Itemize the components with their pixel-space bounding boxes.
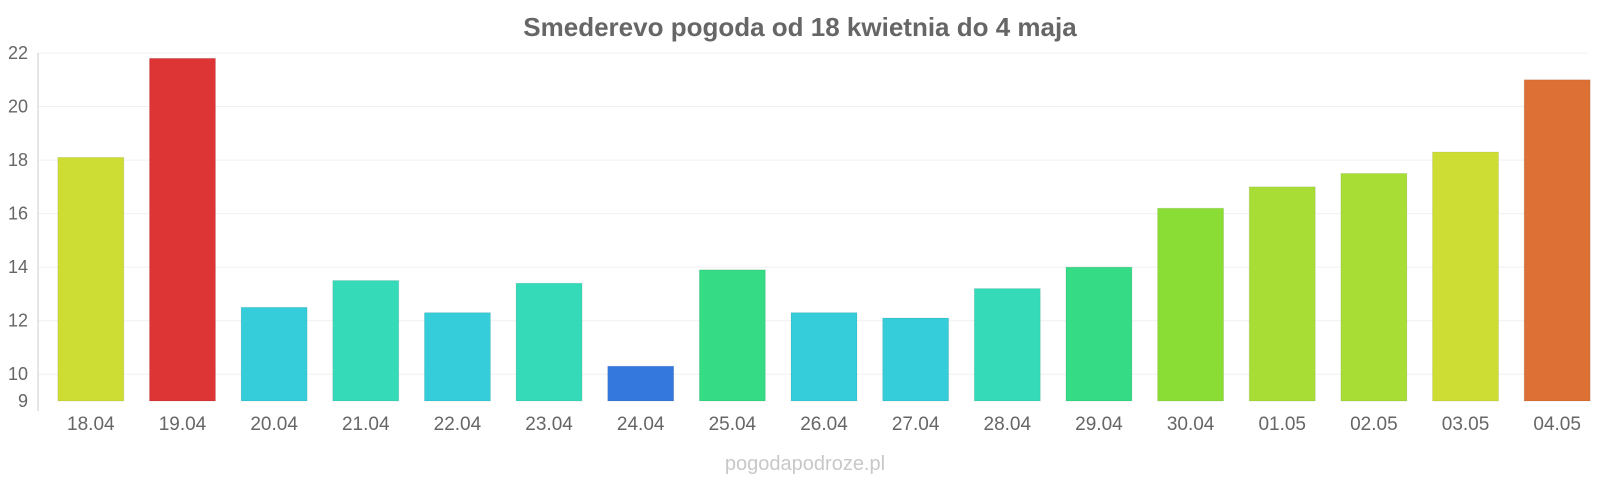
- x-axis: 18.04 19.04 20.04 21.04 22.04 23.04 24.04 25.04…: [67, 414, 1581, 435]
- bar-27.04: [882, 317, 950, 402]
- bar-21.04: [332, 280, 400, 402]
- bar-25.04: [698, 269, 766, 402]
- y-tick-label: 14: [8, 257, 28, 277]
- y-tick-label: 9: [18, 391, 28, 411]
- x-tick-label: 19.04: [159, 414, 207, 435]
- x-tick-label: 27.04: [892, 414, 940, 435]
- bar-19.04: [148, 57, 216, 402]
- bar-29.04: [1065, 266, 1133, 402]
- x-tick-label: 03.05: [1442, 414, 1490, 435]
- x-tick-label: 29.04: [1075, 414, 1123, 435]
- x-tick-label: 22.04: [434, 414, 482, 435]
- x-tick-label: 23.04: [525, 414, 573, 435]
- bar-26.04: [790, 312, 858, 402]
- x-tick-label: 20.04: [250, 414, 298, 435]
- x-tick-label: 24.04: [617, 414, 665, 435]
- bars: [57, 57, 1591, 402]
- x-tick-label: 26.04: [800, 414, 848, 435]
- x-tick-label: 21.04: [342, 414, 390, 435]
- y-axis: 9 10 12 14 16 18 20 22: [8, 43, 39, 411]
- y-tick-label: 10: [8, 364, 28, 384]
- bar-20.04: [240, 306, 308, 402]
- bar-03.05: [1432, 151, 1500, 402]
- x-tick-label: 04.05: [1533, 414, 1581, 435]
- x-tick-label: 28.04: [984, 414, 1032, 435]
- y-tick-label: 16: [8, 204, 28, 224]
- bar-30.04: [1157, 207, 1225, 402]
- bar-18.04: [57, 156, 125, 402]
- bar-22.04: [423, 312, 491, 402]
- bar-23.04: [515, 282, 583, 402]
- bar-24.04: [607, 365, 675, 402]
- bar-28.04: [973, 288, 1041, 402]
- y-tick-label: 20: [8, 97, 28, 117]
- x-tick-label: 01.05: [1258, 414, 1306, 435]
- bar-02.05: [1340, 172, 1408, 402]
- watermark: pogodapodroze.pl: [725, 453, 885, 475]
- x-tick-label: 30.04: [1167, 414, 1215, 435]
- bar-04.05: [1523, 79, 1591, 402]
- x-tick-label: 02.05: [1350, 414, 1398, 435]
- y-tick-label: 12: [8, 311, 28, 331]
- y-tick-label: 22: [8, 43, 28, 63]
- bar-01.05: [1248, 186, 1316, 402]
- x-tick-label: 25.04: [709, 414, 757, 435]
- x-tick-label: 18.04: [67, 414, 115, 435]
- y-tick-label: 18: [8, 150, 28, 170]
- chart-title: Smederevo pogoda od 18 kwietnia do 4 maj…: [523, 12, 1077, 42]
